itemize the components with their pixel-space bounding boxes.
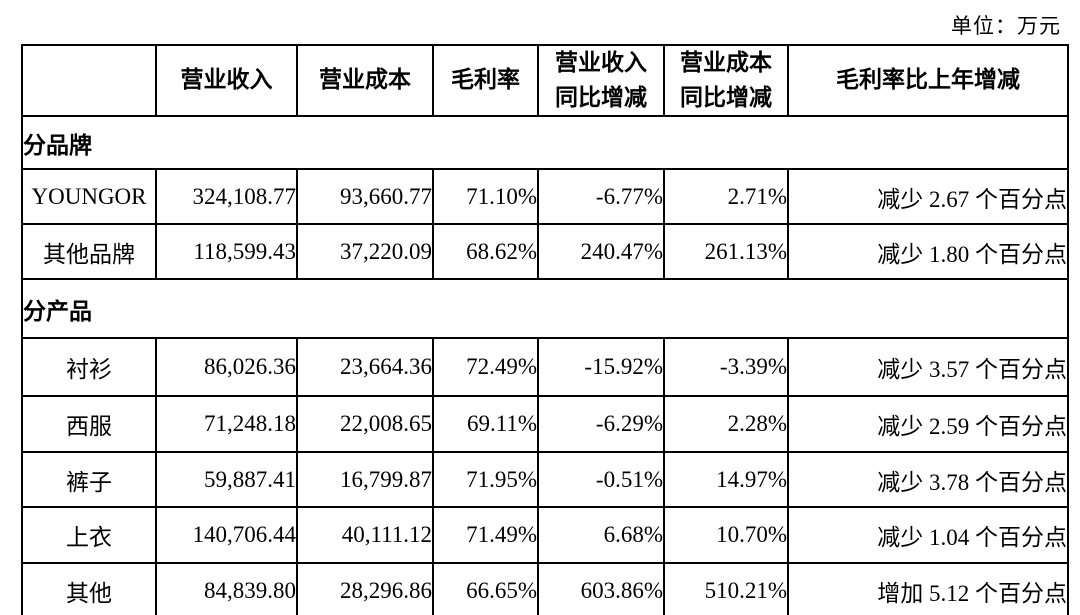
cell-margin: 71.95% xyxy=(432,451,539,508)
row-label: YOUNGOR xyxy=(21,168,157,225)
cell-margin-change: 减少 2.59 个百分点 xyxy=(787,395,1069,453)
cell-margin: 71.49% xyxy=(432,506,539,564)
cell-revenue-yoy: 6.68% xyxy=(537,506,665,564)
cell-cost: 23,664.36 xyxy=(296,337,434,397)
cell-margin-change: 减少 1.04 个百分点 xyxy=(787,506,1069,564)
cell-margin-change: 减少 3.57 个百分点 xyxy=(787,337,1069,397)
header-cell-revenue-yoy: 营业收入 同比增减 xyxy=(537,44,665,117)
table-row: 其他 84,839.80 28,296.86 66.65% 603.86% 51… xyxy=(21,562,1069,615)
cell-margin: 68.62% xyxy=(432,223,539,280)
cell-margin: 72.49% xyxy=(432,337,539,397)
cell-margin-change: 减少 3.78 个百分点 xyxy=(787,451,1069,508)
cell-cost: 40,111.12 xyxy=(296,506,434,564)
cell-margin-change: 减少 1.80 个百分点 xyxy=(787,223,1069,280)
header-cell-cost: 营业成本 xyxy=(296,44,434,117)
cell-revenue: 140,706.44 xyxy=(155,506,298,564)
cell-revenue: 71,248.18 xyxy=(155,395,298,453)
cell-revenue: 59,887.41 xyxy=(155,451,298,508)
row-label: 上衣 xyxy=(21,506,157,564)
cell-revenue-yoy: 240.47% xyxy=(537,223,665,280)
row-label: 其他 xyxy=(21,562,157,615)
financial-table: 营业收入 营业成本 毛利率 营业收入 同比增减 营业成本 同比增减 毛利率比上年… xyxy=(21,44,1069,615)
table-row: YOUNGOR 324,108.77 93,660.77 71.10% -6.7… xyxy=(21,168,1069,225)
row-label: 西服 xyxy=(21,395,157,453)
cell-revenue: 118,599.43 xyxy=(155,223,298,280)
cell-cost-yoy: 261.13% xyxy=(663,223,789,280)
table-row: 西服 71,248.18 22,008.65 69.11% -6.29% 2.2… xyxy=(21,395,1069,453)
cell-revenue-yoy: 603.86% xyxy=(537,562,665,615)
row-label: 裤子 xyxy=(21,451,157,508)
header-cell-empty xyxy=(21,44,157,117)
unit-label: 单位：万元 xyxy=(951,14,1061,38)
cell-revenue-yoy: -6.29% xyxy=(537,395,665,453)
cell-cost-yoy: 2.71% xyxy=(663,168,789,225)
cell-margin: 69.11% xyxy=(432,395,539,453)
cell-margin: 71.10% xyxy=(432,168,539,225)
cell-cost: 28,296.86 xyxy=(296,562,434,615)
cell-cost-yoy: 510.21% xyxy=(663,562,789,615)
table-header-row: 营业收入 营业成本 毛利率 营业收入 同比增减 营业成本 同比增减 毛利率比上年… xyxy=(21,44,1069,117)
cell-revenue: 84,839.80 xyxy=(155,562,298,615)
table-row: 其他品牌 118,599.43 37,220.09 68.62% 240.47%… xyxy=(21,223,1069,280)
cell-revenue: 86,026.36 xyxy=(155,337,298,397)
cell-cost-yoy: -3.39% xyxy=(663,337,789,397)
table-row: 上衣 140,706.44 40,111.12 71.49% 6.68% 10.… xyxy=(21,506,1069,564)
table-row: 裤子 59,887.41 16,799.87 71.95% -0.51% 14.… xyxy=(21,451,1069,508)
header-cell-margin-change: 毛利率比上年增减 xyxy=(787,44,1069,117)
row-label: 其他品牌 xyxy=(21,223,157,280)
cell-cost-yoy: 10.70% xyxy=(663,506,789,564)
cell-revenue: 324,108.77 xyxy=(155,168,298,225)
header-cell-margin: 毛利率 xyxy=(432,44,539,117)
section-title: 分品牌 xyxy=(21,115,1069,170)
cell-margin: 66.65% xyxy=(432,562,539,615)
cell-margin-change: 减少 2.67 个百分点 xyxy=(787,168,1069,225)
header-cell-revenue: 营业收入 xyxy=(155,44,298,117)
cell-cost-yoy: 2.28% xyxy=(663,395,789,453)
row-label: 衬衫 xyxy=(21,337,157,397)
cell-revenue-yoy: -0.51% xyxy=(537,451,665,508)
cell-cost-yoy: 14.97% xyxy=(663,451,789,508)
cell-cost: 93,660.77 xyxy=(296,168,434,225)
section-row-by-product: 分产品 xyxy=(21,278,1069,339)
section-row-by-brand: 分品牌 xyxy=(21,115,1069,170)
table-row: 衬衫 86,026.36 23,664.36 72.49% -15.92% -3… xyxy=(21,337,1069,397)
cell-cost: 37,220.09 xyxy=(296,223,434,280)
cell-margin-change: 增加 5.12 个百分点 xyxy=(787,562,1069,615)
cell-cost: 16,799.87 xyxy=(296,451,434,508)
section-title: 分产品 xyxy=(21,278,1069,339)
cell-revenue-yoy: -6.77% xyxy=(537,168,665,225)
header-cell-cost-yoy: 营业成本 同比增减 xyxy=(663,44,789,117)
cell-cost: 22,008.65 xyxy=(296,395,434,453)
cell-revenue-yoy: -15.92% xyxy=(537,337,665,397)
